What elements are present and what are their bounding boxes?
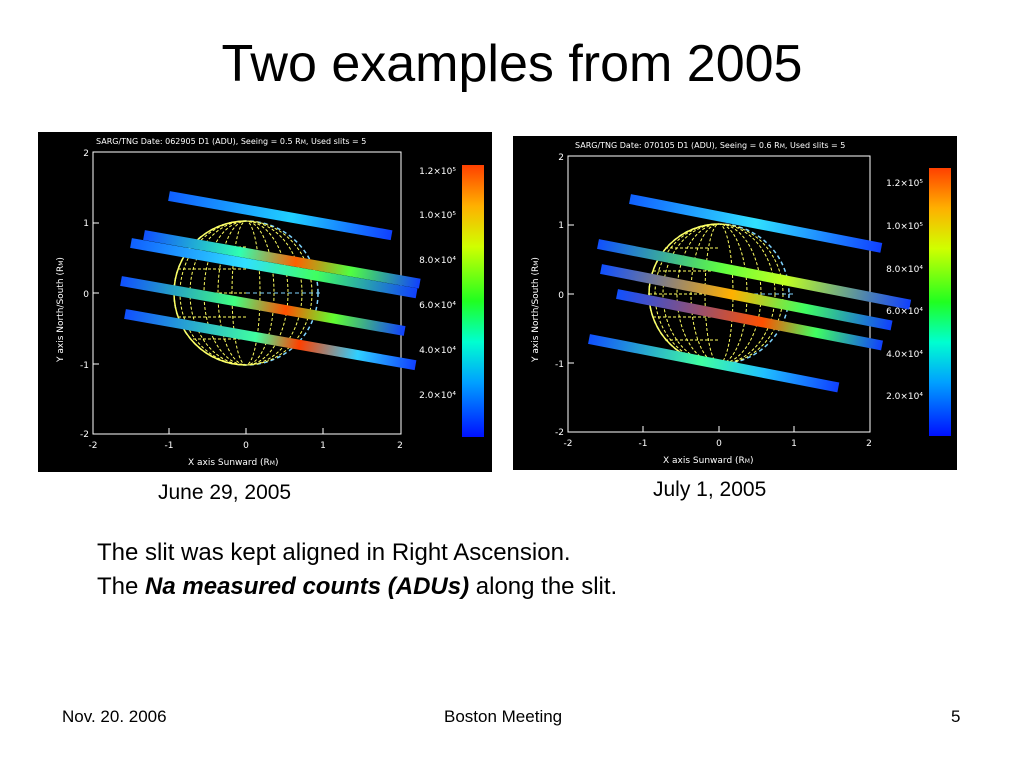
y-tick: -2: [555, 428, 564, 438]
colorbar: [929, 168, 951, 436]
plot-june-29: SARG/TNG Date: 062905 D1 (ADU), Seeing =…: [38, 132, 492, 472]
colorbar-label: 8.0×10⁴: [419, 256, 456, 266]
slit-5: [588, 334, 840, 393]
colorbar-label: 8.0×10⁴: [886, 265, 923, 275]
x-tick: -2: [89, 441, 98, 451]
x-tick: 1: [791, 439, 797, 449]
caption-july-1: July 1, 2005: [653, 478, 767, 501]
plot-header: SARG/TNG Date: 062905 D1 (ADU), Seeing =…: [96, 137, 366, 146]
colorbar-label: 1.2×10⁵: [886, 179, 923, 189]
colorbar-label: 4.0×10⁴: [886, 350, 923, 360]
body-text: The slit was kept aligned in Right Ascen…: [97, 536, 617, 604]
y-axis-label: Y axis North/South (RM): [56, 257, 66, 363]
y-axis-label: Y axis North/South (RM): [531, 257, 541, 363]
colorbar-label: 1.2×10⁵: [419, 167, 456, 177]
body-line-1: The slit was kept aligned in Right Ascen…: [97, 539, 571, 566]
y-tick: 2: [558, 153, 564, 163]
footer-event: Boston Meeting: [444, 707, 563, 726]
sodium-map-2: SARG/TNG Date: 070105 D1 (ADU), Seeing =…: [531, 141, 951, 466]
x-axis-label: X axis Sunward (RM): [188, 458, 279, 468]
x-tick: 0: [243, 441, 249, 451]
slit-4: [616, 289, 883, 351]
slide-number: 5: [951, 707, 961, 726]
colorbar-label: 2.0×10⁴: [419, 391, 456, 401]
slits: [120, 191, 421, 371]
plot-july-1: SARG/TNG Date: 070105 D1 (ADU), Seeing =…: [513, 136, 957, 470]
footer-date: Nov. 20. 2006: [62, 707, 167, 726]
slit-5: [124, 309, 417, 371]
x-tick: -1: [165, 441, 174, 451]
x-axis-label: X axis Sunward (RM): [663, 456, 754, 466]
slit-2: [143, 230, 421, 289]
x-tick: 2: [397, 441, 403, 451]
y-tick: 1: [83, 219, 89, 229]
x-tick: -1: [639, 439, 648, 449]
x-tick: 0: [716, 439, 722, 449]
slit-1: [629, 194, 883, 253]
colorbar-label: 2.0×10⁴: [886, 392, 923, 402]
slit-2: [597, 239, 912, 310]
sodium-map-1: SARG/TNG Date: 062905 D1 (ADU), Seeing =…: [56, 137, 484, 468]
y-tick: -1: [555, 360, 564, 370]
slit-4: [120, 276, 406, 336]
slit-1: [168, 191, 393, 241]
slits: [588, 194, 912, 393]
slit-3: [130, 238, 418, 299]
y-tick: 0: [83, 290, 89, 300]
plot-header: SARG/TNG Date: 070105 D1 (ADU), Seeing =…: [575, 141, 845, 150]
colorbar-label: 4.0×10⁴: [419, 346, 456, 356]
caption-june-29: June 29, 2005: [158, 481, 292, 504]
slit-3: [600, 264, 893, 331]
slide-title: Two examples from 2005: [221, 35, 803, 93]
colorbar-label: 1.0×10⁵: [419, 211, 456, 221]
body-line-2: The Na measured counts (ADUs) along the …: [97, 573, 618, 600]
colorbar-label: 1.0×10⁵: [886, 222, 923, 232]
y-tick: 1: [558, 221, 564, 231]
colorbar-label: 6.0×10⁴: [886, 307, 923, 317]
y-tick: -1: [80, 361, 89, 371]
emphasis-text: Na measured counts (ADUs): [145, 573, 470, 600]
y-tick: 0: [558, 291, 564, 301]
x-tick: 2: [866, 439, 872, 449]
y-tick: 2: [83, 149, 89, 159]
x-tick: 1: [320, 441, 326, 451]
y-tick: -2: [80, 430, 89, 440]
colorbar: [462, 165, 484, 437]
colorbar-label: 6.0×10⁴: [419, 301, 456, 311]
x-tick: -2: [564, 439, 573, 449]
